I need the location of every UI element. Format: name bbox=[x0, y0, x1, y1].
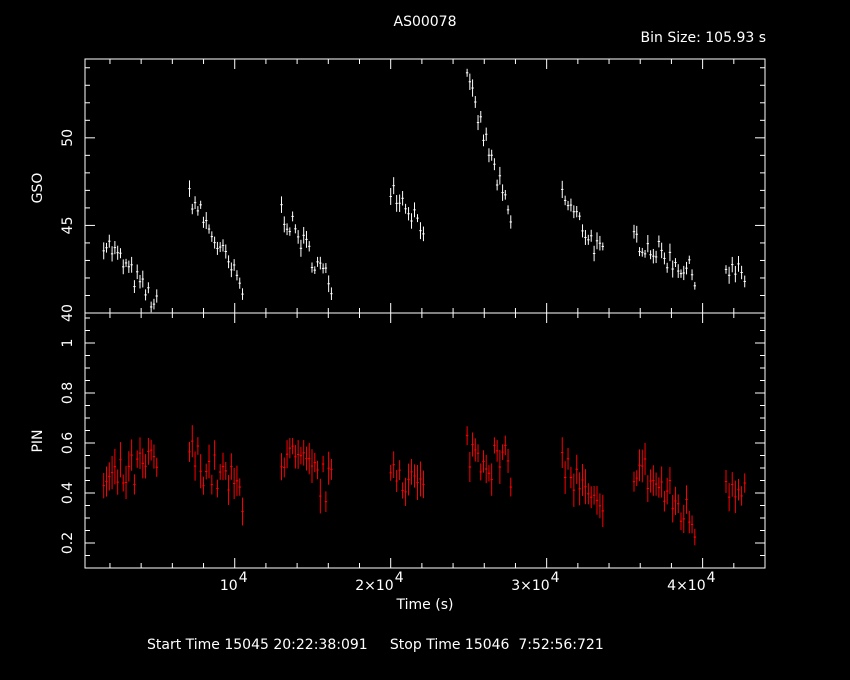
x-tick-exponent: 4 bbox=[551, 570, 560, 586]
time-range-footer: Start Time 15045 20:22:38:091 Stop Time … bbox=[147, 637, 604, 653]
chart-title: AS00078 bbox=[393, 14, 457, 30]
bin-size-label: Bin Size: 105.93 s bbox=[640, 30, 766, 46]
x-tick-exponent: 4 bbox=[239, 570, 248, 586]
y-tick-label: 50 bbox=[60, 129, 76, 147]
y-tick-label: 0.8 bbox=[60, 382, 76, 404]
x-tick-exponent: 4 bbox=[395, 570, 404, 586]
x-tick-label: 2×10 bbox=[355, 578, 393, 594]
y-tick-label: 0.4 bbox=[60, 482, 76, 504]
y-tick-label: 45 bbox=[60, 216, 76, 234]
x-axis-label: Time (s) bbox=[396, 597, 454, 613]
x-tick-label: 4×10 bbox=[667, 578, 705, 594]
x-tick-label: 10 bbox=[220, 578, 238, 594]
y-tick-label: 1 bbox=[60, 339, 76, 348]
panel-frame bbox=[84, 312, 766, 569]
x-tick-exponent: 4 bbox=[707, 570, 716, 586]
x-tick-label: 3×10 bbox=[511, 578, 549, 594]
y-tick-label: 0.6 bbox=[60, 432, 76, 454]
y-tick-label: 40 bbox=[60, 304, 76, 322]
y-tick-label: 0.2 bbox=[60, 532, 76, 554]
panel-frame bbox=[84, 58, 766, 314]
